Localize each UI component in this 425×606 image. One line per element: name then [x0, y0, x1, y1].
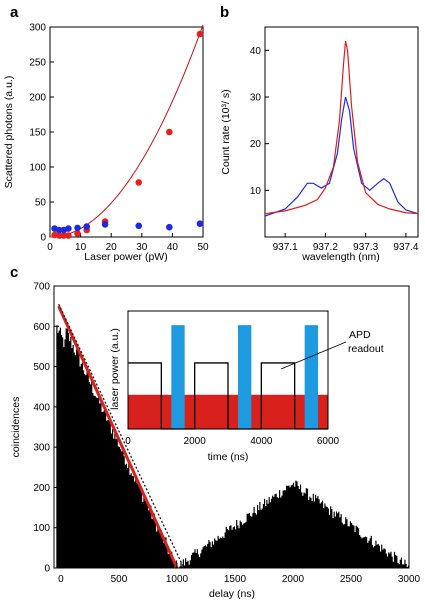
panel-a-fit-curve	[49, 24, 204, 238]
panel-b-xlabel: wavelength (nm)	[301, 251, 380, 263]
panel-a-points	[51, 30, 204, 239]
panel-c-xtick-label-5: 2500	[340, 574, 363, 585]
panel-b-ylabel: Count rate (10³/ s)	[220, 89, 232, 174]
panel-a-point-s0-4	[74, 230, 81, 237]
panel-c-xtick-label-1: 500	[111, 574, 128, 585]
panel-a-xtick-label-1: 10	[75, 242, 87, 253]
panel-c-dashed-line	[58, 303, 185, 569]
panel-b-ytick-label-2: 30	[250, 93, 262, 104]
panel-c-ytick-label-5: 500	[33, 362, 50, 373]
panel-a-ylabel: Scattered photons (a.u.)	[3, 76, 15, 189]
panel-c-ytick-label-3: 300	[33, 443, 50, 454]
panel-c-ytick-label-2: 200	[33, 483, 50, 494]
panel-a-ytick-label-4: 200	[29, 93, 46, 104]
inset-frame	[127, 310, 329, 430]
panel-a-frame	[49, 26, 204, 238]
panel-c-xtick-label-6: 3000	[398, 574, 421, 585]
panel-a-point-s1-6	[101, 221, 109, 228]
panel-b-ytick-label-1: 20	[250, 139, 262, 150]
inset-xtick-label-2: 4000	[250, 436, 273, 447]
panel-c-ytick-label-4: 400	[33, 402, 50, 413]
panel-b-chart: 937.1 937.2 937.3 937.4 10 20 30 40 wavelength …	[220, 26, 419, 263]
panel-b-ytick-label-3: 40	[250, 46, 262, 57]
inset-square-wave	[128, 362, 328, 430]
panel-a-point-s0-2	[60, 232, 68, 239]
panel-b-frame	[264, 26, 419, 238]
inset-xlabel: time (ns)	[208, 451, 249, 463]
panel-c-xtick-label-0: 0	[58, 574, 64, 585]
panel-a-point-s1-8	[166, 223, 173, 231]
panel-a-point-s0-3	[65, 232, 72, 239]
panel-a-point-s0-9	[196, 30, 204, 38]
panel-c-xtick-label-3: 1500	[224, 574, 247, 585]
panel-a-xtick-label-2: 20	[106, 242, 118, 253]
panel-a-xtick-label-4: 40	[167, 242, 179, 253]
panel-a-point-s0-7	[135, 179, 143, 186]
panel-b-xtick-label-2: 937.3	[353, 242, 378, 253]
inset-blue-pulse-2	[304, 325, 318, 429]
panel-c-ytick-label-7: 700	[33, 282, 50, 293]
panel-a-point-s1-9	[196, 220, 204, 227]
panel-a-point-s1-5	[83, 223, 91, 230]
panel-c-ytick-label-0: 0	[44, 564, 50, 575]
panel-a-xtick-label-3: 30	[136, 242, 148, 253]
panel-c-ticks: 0 500 1000 1500 2000 2500 3000 0 100 200 300 400 500…	[33, 282, 420, 586]
panel-label-b: b	[220, 4, 229, 21]
panel-a-ytick-label-1: 50	[35, 198, 47, 209]
panel-a-ticks: 0 10 20 30 40 50 0 50 100 150 200 250 300	[29, 23, 209, 254]
panel-a-point-s1-3	[65, 225, 72, 232]
panel-c-ytick-label-6: 600	[33, 322, 50, 333]
panel-b-xtick-label-0: 937.1	[273, 242, 298, 253]
inset-blue-pulses	[171, 325, 318, 429]
inset-xtick-label-0: 0	[125, 436, 131, 447]
panel-c-ylabel: coincidences	[10, 397, 22, 458]
inset-blue-pulse-1	[238, 325, 252, 429]
panel-c-xtick-label-2: 1000	[166, 574, 189, 585]
panel-c-ytick-label-1: 100	[33, 523, 50, 534]
inset-ylabel: laser power (a.u.)	[109, 328, 121, 410]
panel-a-xtick-label-5: 50	[197, 242, 209, 253]
inset-annotation-line2: readout	[348, 343, 384, 355]
panel-a-point-s0-1	[55, 232, 63, 239]
panel-a-xtick-label-0: 0	[47, 242, 53, 253]
panel-c-histogram	[54, 325, 409, 568]
panel-a-xlabel: Laser power (pW)	[84, 251, 167, 263]
panel-c-red-line	[57, 305, 179, 569]
panel-c-xtick-label-4: 2000	[282, 574, 305, 585]
panel-a-point-s1-4	[74, 224, 81, 232]
inset-annotation-line1: APD	[349, 329, 371, 341]
panel-c-xlabel: delay (ns)	[209, 588, 255, 600]
panel-label-a: a	[10, 4, 19, 21]
panel-b-xtick-label-1: 937.2	[313, 242, 338, 253]
panel-a-point-s1-1	[55, 226, 63, 234]
inset-ticks: 0 2000 4000 6000	[125, 425, 340, 447]
panel-b-xtick-label-3: 937.4	[393, 242, 418, 253]
panel-a-point-s0-8	[166, 128, 173, 136]
panel-a-ytick-label-0: 0	[40, 233, 46, 244]
inset-annotation-pointer	[280, 341, 347, 370]
panel-a-ytick-label-6: 300	[29, 23, 46, 34]
inset-xtick-label-3: 6000	[317, 436, 340, 447]
panel-b-ytick-label-0: 10	[250, 186, 262, 197]
panel-a-ytick-label-2: 100	[29, 163, 46, 174]
panel-a-chart: 0 10 20 30 40 50 0 50 100 150 200 250 300 Laser powe…	[3, 23, 209, 264]
panel-a-ytick-label-5: 250	[29, 58, 46, 69]
panel-b-ticks: 937.1 937.2 937.3 937.4 10 20 30 40	[250, 46, 419, 253]
inset-xtick-label-1: 2000	[184, 436, 207, 447]
panel-b-series-blue	[264, 96, 419, 217]
inset-blue-pulse-0	[171, 325, 185, 429]
panel-a-ytick-label-3: 150	[29, 128, 46, 139]
panel-b-series-red	[264, 40, 419, 215]
panel-c-inset: 0 2000 4000 6000 time (ns) laser power (a.u…	[109, 310, 384, 463]
panel-c-chart: 0 500 1000 1500 2000 2500 3000 0 100 200 300 400 500…	[10, 282, 421, 601]
panel-label-c: c	[10, 264, 18, 281]
panel-c-frame	[53, 285, 410, 569]
panel-a-point-s1-7	[135, 222, 143, 230]
